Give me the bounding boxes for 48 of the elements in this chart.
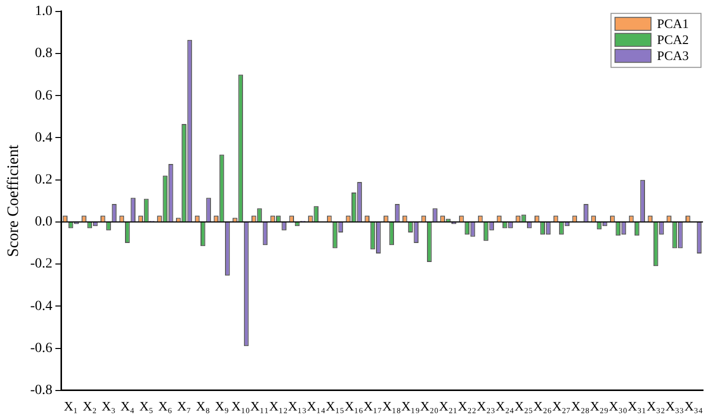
x-tick-label: X₁₅ [326, 398, 344, 414]
y-tick-label: 0.4 [34, 130, 52, 146]
legend-label: PCA1 [657, 16, 689, 31]
x-tick-label: X₅ [139, 398, 154, 414]
x-tick-label: X₂₅ [514, 398, 533, 414]
x-tick-label: X₂ [82, 398, 97, 414]
y-axis-title: Score Coefficient [4, 144, 22, 257]
x-tick-label: X₂₁ [439, 398, 458, 414]
x-tick-label: X₁₁ [250, 398, 269, 414]
x-tick-label: X₃₂ [646, 398, 666, 414]
x-tick-label: X₈ [196, 398, 210, 414]
x-tick-label: X₂₀ [420, 398, 439, 414]
x-tick-label: X₂₃ [476, 398, 496, 414]
x-tick-label: X₁₉ [401, 398, 420, 414]
y-tick-label: -0.8 [30, 383, 52, 398]
x-tick-label: X₇ [177, 398, 191, 414]
y-tick-label: 1.0 [34, 4, 52, 20]
x-tick-label: X₉ [214, 398, 229, 414]
y-tick-label: 0.6 [34, 88, 52, 104]
y-tick-label: 0.0 [34, 214, 52, 230]
y-tick-label: 0.2 [34, 172, 52, 188]
x-tick-label: X₃₁ [628, 398, 646, 414]
x-tick-label: X₂₇ [552, 398, 571, 414]
y-tick-label: -0.4 [30, 298, 52, 314]
x-tick-label: X₃ [102, 398, 116, 414]
x-tick-label: X₃₀ [608, 398, 628, 414]
x-tick-label: X₂₂ [458, 398, 476, 414]
y-tick-label: -0.6 [30, 340, 52, 356]
legend-label: PCA3 [657, 48, 689, 63]
x-tick-label: X₃₄ [684, 398, 704, 414]
x-tick-label: X₆ [158, 398, 172, 414]
x-tick-label: X₁₇ [364, 398, 382, 414]
x-tick-label: X₁₄ [306, 398, 326, 414]
x-tick-label: X₁₂ [269, 398, 288, 414]
x-tick-label: X₁ [64, 398, 78, 414]
legend-label: PCA2 [657, 32, 689, 47]
y-tick-label: -0.2 [30, 256, 52, 272]
x-tick-label: X₂₈ [571, 398, 590, 414]
x-tick-label: X₂₉ [590, 398, 608, 414]
x-tick-label: X₁₈ [382, 398, 401, 414]
x-tick-label: X₁₆ [344, 398, 364, 414]
x-tick-label: X₂₄ [496, 398, 515, 414]
x-tick-label: X₁₀ [231, 398, 250, 414]
y-tick-label: 0.8 [34, 46, 52, 62]
x-tick-label: X₂₆ [533, 398, 552, 414]
x-tick-label: X₁₃ [288, 398, 306, 414]
x-tick-label: X₄ [120, 398, 135, 414]
x-tick-label: X₃₃ [665, 398, 684, 414]
